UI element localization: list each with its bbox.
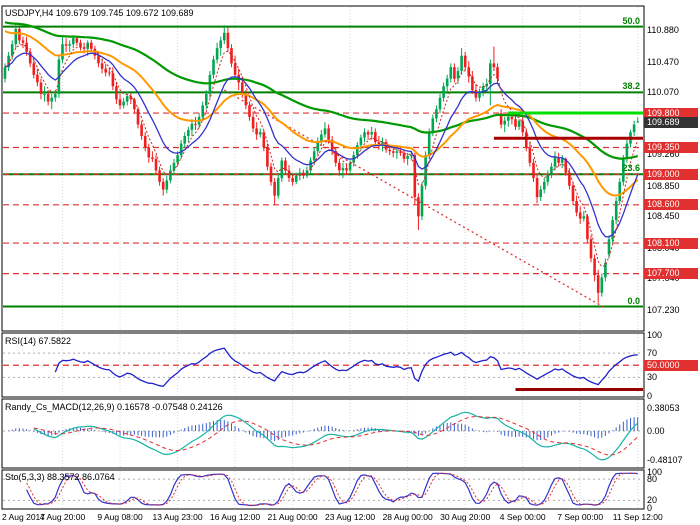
- stochastic-indicator-label: Sto(5,3,3) 88.3572 86.0764: [5, 472, 115, 482]
- main-panel[interactable]: [1, 5, 645, 332]
- macd-main-line: [33, 411, 639, 461]
- ma-medium-line[interactable]: [4, 30, 639, 197]
- symbol-timeframe-ohlc-label: USDJPY,H4 109.679 109.745 109.672 109.68…: [5, 8, 194, 18]
- sto-k-line: [26, 472, 638, 507]
- macd-indicator-label: Randy_Cs_MACD(12,26,9) 0.16578 -0.07548 …: [5, 402, 223, 412]
- rsi-line: [54, 347, 638, 387]
- downtrend-line[interactable]: [223, 89, 606, 309]
- macd-histogram: [8, 417, 639, 441]
- sto-d-line: [26, 472, 638, 506]
- rsi-indicator-label: RSI(14) 67.5822: [5, 336, 72, 346]
- ma-fast-blue-line[interactable]: [4, 52, 639, 238]
- sto-panel[interactable]: [1, 469, 645, 510]
- ma-fast-red-line[interactable]: [4, 43, 639, 268]
